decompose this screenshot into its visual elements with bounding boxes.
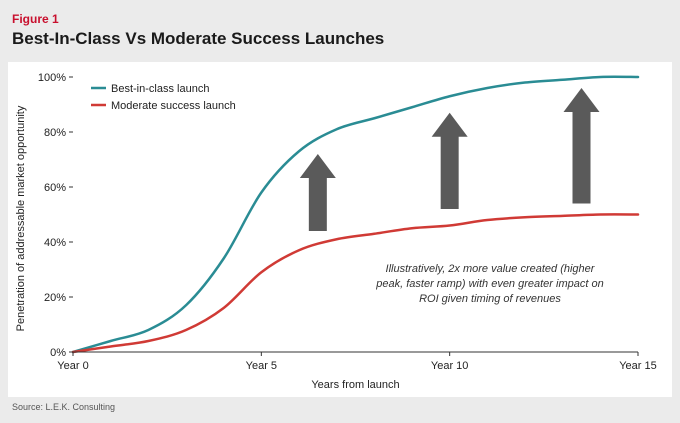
- y-axis-label: Penetration of addressable market opport…: [15, 105, 27, 331]
- x-tick-label: Year 0: [57, 360, 88, 372]
- y-tick-label: 60%: [44, 182, 66, 194]
- arrows-layer: [299, 88, 600, 231]
- y-axis-ticks: 0% 20% 40% 60% 80% 100%: [38, 72, 73, 359]
- y-tick-label: 0%: [50, 347, 66, 359]
- up-arrow: [299, 154, 336, 231]
- y-tick-label: 100%: [38, 72, 66, 84]
- x-tick-label: Year 15: [619, 360, 657, 372]
- x-axis-label: Years from launch: [311, 379, 399, 391]
- x-tick-label: Year 5: [246, 360, 277, 372]
- x-axis-ticks: Year 0 Year 5 Year 10 Year 15: [57, 352, 657, 372]
- series-lines: [71, 75, 640, 354]
- y-tick-label: 80%: [44, 127, 66, 139]
- y-tick-label: 20%: [44, 292, 66, 304]
- up-arrow: [431, 112, 468, 209]
- series-line-1: [71, 213, 640, 354]
- y-tick-label: 40%: [44, 237, 66, 249]
- chart-title: Best-In-Class Vs Moderate Success Launch…: [12, 29, 385, 48]
- legend-label: Best-in-class launch: [111, 83, 209, 95]
- series-line-0: [71, 75, 640, 354]
- x-tick-label: Year 10: [431, 360, 469, 372]
- legend-label: Moderate success launch: [111, 100, 236, 112]
- legend: Best-in-class launch Moderate success lau…: [91, 83, 236, 112]
- source-note: Source: L.E.K. Consulting: [12, 402, 116, 412]
- annotation-text: Illustratively, 2x more value created (h…: [376, 263, 604, 305]
- up-arrow: [563, 88, 600, 204]
- chart-panel: [8, 62, 672, 397]
- figure-label: Figure 1: [12, 12, 59, 26]
